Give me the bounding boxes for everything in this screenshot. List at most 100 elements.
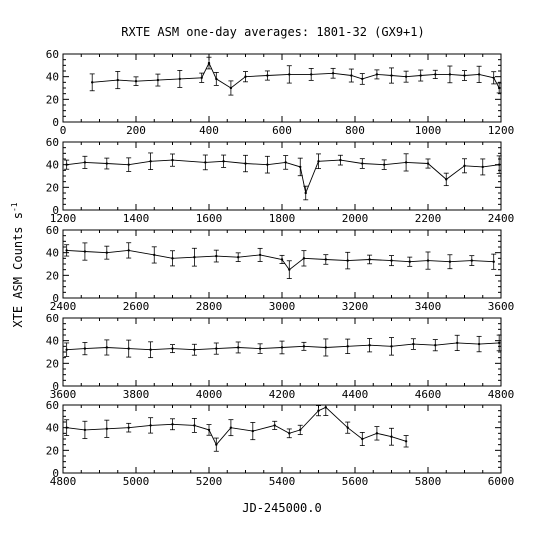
data-point xyxy=(105,251,109,254)
x-tick-label: 2000 xyxy=(342,212,369,225)
y-tick-label: 0 xyxy=(52,467,59,480)
y-tick-label: 20 xyxy=(46,181,59,194)
x-tick-label: 3800 xyxy=(123,388,150,401)
data-point xyxy=(302,345,306,348)
series-line xyxy=(66,406,407,446)
data-point xyxy=(134,80,138,83)
data-point xyxy=(284,161,287,164)
x-tick-label: 2400 xyxy=(488,212,515,225)
data-point xyxy=(65,249,68,252)
data-point xyxy=(375,73,379,76)
data-point xyxy=(215,347,218,350)
x-tick-label: 3200 xyxy=(342,300,369,313)
data-point xyxy=(266,163,269,166)
data-point xyxy=(288,73,291,76)
data-point xyxy=(244,162,247,165)
x-tick-label: 1600 xyxy=(196,212,223,225)
data-point xyxy=(445,178,448,181)
data-point xyxy=(65,426,68,429)
panel-4: 3600 3800 4000 4200 4400 4600 4800 0 20 40 60 xyxy=(46,312,515,401)
data-point xyxy=(434,73,437,76)
data-point xyxy=(419,74,422,77)
data-point xyxy=(448,73,452,76)
x-tick-label: 5200 xyxy=(196,475,223,488)
y-tick-label: 0 xyxy=(52,204,59,217)
y-tick-label: 20 xyxy=(46,93,59,106)
y-tick-label: 0 xyxy=(52,380,59,393)
data-point xyxy=(149,424,152,427)
data-point xyxy=(361,437,364,441)
x-tick-label: 5800 xyxy=(415,475,442,488)
x-tick-label: 200 xyxy=(126,124,146,137)
data-point xyxy=(317,160,320,163)
x-tick-label: 5000 xyxy=(123,475,150,488)
data-point xyxy=(390,435,393,438)
y-tick-label: 40 xyxy=(46,159,59,172)
data-point xyxy=(324,406,327,409)
data-point xyxy=(412,342,415,346)
data-point xyxy=(390,259,393,262)
data-point xyxy=(404,161,408,164)
data-point xyxy=(207,61,211,65)
series-line xyxy=(66,159,500,195)
data-point xyxy=(492,260,495,263)
data-point xyxy=(497,86,501,90)
data-point xyxy=(193,256,196,259)
data-point xyxy=(404,440,408,443)
data-point xyxy=(171,347,174,350)
data-point xyxy=(258,253,262,257)
data-point xyxy=(222,160,225,163)
data-point xyxy=(193,424,196,427)
x-tick-label: 4800 xyxy=(50,475,77,488)
data-point xyxy=(127,249,130,252)
data-point xyxy=(497,163,501,166)
data-point xyxy=(229,426,233,429)
data-point xyxy=(390,345,393,348)
data-point xyxy=(149,348,152,351)
data-point xyxy=(229,86,233,90)
data-point xyxy=(390,74,393,77)
x-tick-label: 4200 xyxy=(269,388,296,401)
data-point xyxy=(91,81,94,84)
panel-2: 1200 1400 1600 1800 2000 2200 2400 0 20 40 60 xyxy=(46,136,515,225)
panel-frame xyxy=(62,53,502,123)
x-tick-label: 3400 xyxy=(415,300,442,313)
series-line xyxy=(66,342,500,351)
data-point xyxy=(331,72,335,75)
x-tick-label: 400 xyxy=(199,124,219,137)
data-point xyxy=(288,268,291,271)
data-point xyxy=(204,161,207,164)
x-tick-label: 4600 xyxy=(415,388,442,401)
data-point xyxy=(105,346,109,349)
x-tick-label: 2400 xyxy=(50,300,77,313)
y-tick-label: 40 xyxy=(46,422,59,435)
x-tick-label: 0 xyxy=(60,124,67,137)
x-tick-label: 2200 xyxy=(415,212,442,225)
data-point xyxy=(288,432,291,435)
y-tick-label: 60 xyxy=(46,224,59,237)
y-axis-label-superscript: -1 xyxy=(10,202,19,212)
data-point xyxy=(280,346,284,349)
data-point xyxy=(251,429,254,433)
data-point xyxy=(324,258,327,261)
data-point xyxy=(497,341,501,345)
data-point xyxy=(258,347,262,350)
y-tick-label: 0 xyxy=(52,292,59,305)
data-point xyxy=(448,260,452,263)
y-tick-label: 60 xyxy=(46,399,59,412)
panel-frame xyxy=(62,141,502,211)
data-point xyxy=(127,426,130,429)
data-point xyxy=(299,165,302,169)
data-point xyxy=(470,259,473,262)
data-point xyxy=(361,77,364,81)
data-point xyxy=(65,348,68,351)
y-axis-label: XTE ASM Counts s-1 xyxy=(10,202,25,327)
y-tick-label: 0 xyxy=(52,116,59,129)
data-point xyxy=(171,257,174,260)
data-point xyxy=(375,432,379,435)
x-tick-label: 1200 xyxy=(488,124,515,137)
data-point xyxy=(408,260,411,263)
data-point xyxy=(83,250,87,253)
data-point xyxy=(83,428,87,432)
panel-5: 4800 5000 5200 5400 5600 5800 6000 0 20 40 60 xyxy=(46,399,515,488)
